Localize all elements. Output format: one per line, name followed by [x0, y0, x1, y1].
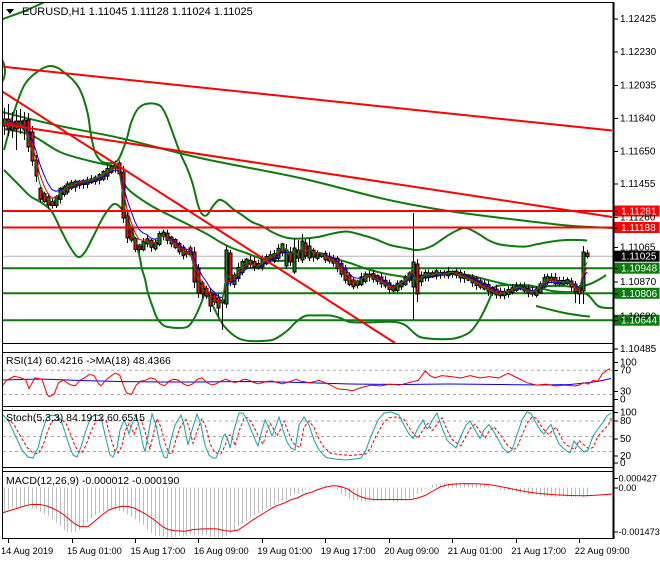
svg-text:1.10870: 1.10870 — [620, 277, 657, 288]
svg-text:1.10644: 1.10644 — [621, 316, 658, 327]
svg-text:30: 30 — [620, 387, 632, 398]
svg-text:15 Aug 17:00: 15 Aug 17:00 — [131, 546, 186, 556]
svg-text:1.10680: 1.10680 — [620, 312, 657, 323]
svg-text:1.12035: 1.12035 — [620, 80, 657, 91]
svg-text:21 Aug 17:00: 21 Aug 17:00 — [511, 546, 566, 556]
svg-text:0: 0 — [620, 458, 626, 469]
svg-text:100: 100 — [620, 358, 637, 369]
svg-text:14 Aug 2019: 14 Aug 2019 — [1, 546, 53, 556]
svg-text:1.11260: 1.11260 — [620, 212, 656, 223]
svg-text:20: 20 — [620, 451, 632, 462]
svg-text:0: 0 — [620, 395, 626, 406]
svg-text:-0.001473: -0.001473 — [619, 527, 660, 537]
svg-text:20 Aug 09:00: 20 Aug 09:00 — [384, 546, 439, 556]
svg-text:Stoch(5,3,3) 84.1912 60.6515: Stoch(5,3,3) 84.1912 60.6515 — [6, 412, 145, 424]
svg-text:0.000427: 0.000427 — [619, 474, 657, 484]
svg-text:21 Aug 01:00: 21 Aug 01:00 — [448, 546, 503, 556]
svg-text:1.11650: 1.11650 — [620, 146, 656, 157]
svg-text:0.00: 0.00 — [619, 483, 637, 493]
svg-text:80: 80 — [620, 416, 632, 427]
svg-text:70: 70 — [620, 366, 632, 377]
svg-text:1.12425: 1.12425 — [620, 14, 657, 25]
svg-text:EURUSD,H1 1.11045 1.11128 1.1: EURUSD,H1 1.11045 1.11128 1.11024 1.1102… — [22, 6, 253, 18]
svg-text:1.10948: 1.10948 — [621, 264, 658, 275]
svg-text:1.10806: 1.10806 — [621, 289, 658, 300]
svg-text:MACD(12,26,9) -0.000012 -0.000: MACD(12,26,9) -0.000012 -0.000190 — [6, 475, 180, 487]
svg-text:1.11188: 1.11188 — [621, 223, 656, 234]
svg-text:1.10485: 1.10485 — [620, 344, 657, 355]
svg-text:1.11065: 1.11065 — [620, 243, 656, 254]
svg-text:15 Aug 01:00: 15 Aug 01:00 — [67, 546, 122, 556]
svg-text:1.11840: 1.11840 — [620, 114, 656, 125]
svg-text:50: 50 — [620, 434, 632, 445]
svg-text:1.11025: 1.11025 — [621, 252, 657, 263]
svg-text:16 Aug 09:00: 16 Aug 09:00 — [194, 546, 249, 556]
svg-text:19 Aug 01:00: 19 Aug 01:00 — [257, 546, 312, 556]
svg-text:1.12230: 1.12230 — [620, 47, 657, 58]
svg-text:1.11281: 1.11281 — [621, 207, 657, 218]
svg-text:19 Aug 17:00: 19 Aug 17:00 — [321, 546, 376, 556]
svg-text:RSI(14) 60.4216 ->MA(18) 48.4: RSI(14) 60.4216 ->MA(18) 48.4366 — [6, 355, 171, 367]
svg-text:22 Aug 09:00: 22 Aug 09:00 — [575, 546, 630, 556]
svg-text:1.11455: 1.11455 — [620, 179, 656, 190]
svg-text:100: 100 — [620, 408, 637, 419]
